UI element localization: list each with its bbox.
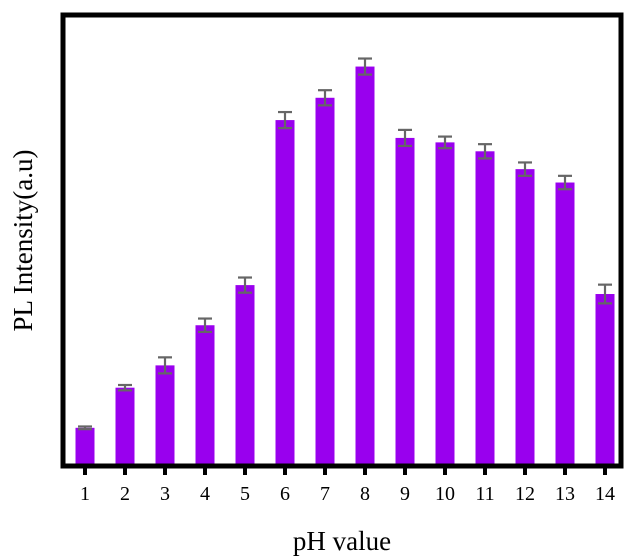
bar-ph-3 [155, 365, 175, 464]
error-bar-ph-4 [198, 317, 212, 334]
x-tick-label-4: 4 [200, 483, 210, 505]
bar-ph-14 [595, 294, 615, 464]
x-tick-label-7: 7 [320, 483, 330, 505]
error-bar-ph-11 [478, 143, 492, 160]
error-bar-ph-8 [358, 57, 372, 76]
error-bar-ph-6 [278, 110, 292, 130]
bar-ph-9 [395, 137, 415, 464]
bars-group [75, 66, 615, 464]
x-tick-label-13: 13 [555, 483, 575, 505]
x-tick-label-9: 9 [400, 483, 410, 505]
error-bar-ph-5 [238, 276, 252, 294]
error-bar-ph-10 [438, 135, 452, 150]
x-tick-label-10: 10 [435, 483, 455, 505]
error-bar-ph-13 [558, 174, 572, 191]
x-tick-label-11: 11 [475, 483, 494, 505]
bar-ph-8 [355, 66, 375, 464]
error-bar-ph-3 [158, 356, 172, 375]
bar-ph-1 [75, 427, 95, 464]
plot-frame [60, 12, 624, 469]
error-bar-ph-1 [78, 425, 92, 431]
bar-ph-6 [275, 120, 295, 464]
x-tick-label-12: 12 [515, 483, 535, 505]
error-bar-ph-14 [598, 283, 612, 305]
bar-ph-7 [315, 97, 335, 464]
error-bar-ph-12 [518, 161, 532, 177]
error-bar-ph-7 [318, 89, 332, 107]
x-tick-label-14: 14 [595, 483, 615, 505]
x-tick-label-8: 8 [360, 483, 370, 505]
error-bars-group [78, 57, 612, 431]
y-axis-label: PL Intensity(a.u) [8, 150, 38, 332]
error-bar-ph-9 [398, 128, 412, 148]
x-tick-label-6: 6 [280, 483, 290, 505]
bar-ph-12 [515, 169, 535, 464]
x-tick-label-1: 1 [80, 483, 90, 505]
bar-ph-10 [435, 142, 455, 464]
bar-ph-4 [195, 325, 215, 464]
x-tick-label-3: 3 [160, 483, 170, 505]
x-tick-label-5: 5 [240, 483, 250, 505]
x-axis-label: pH value [293, 526, 391, 556]
error-bar-ph-2 [118, 383, 132, 392]
bar-ph-2 [115, 387, 135, 464]
bar-ph-5 [235, 285, 255, 464]
x-tick-labels-group: 1 2 3 4 5 6 7 8 9 10 11 12 13 14 [80, 483, 615, 505]
x-ticks-group [83, 468, 607, 475]
x-tick-label-2: 2 [120, 483, 130, 505]
bar-ph-11 [475, 151, 495, 464]
bar-ph-13 [555, 182, 575, 464]
